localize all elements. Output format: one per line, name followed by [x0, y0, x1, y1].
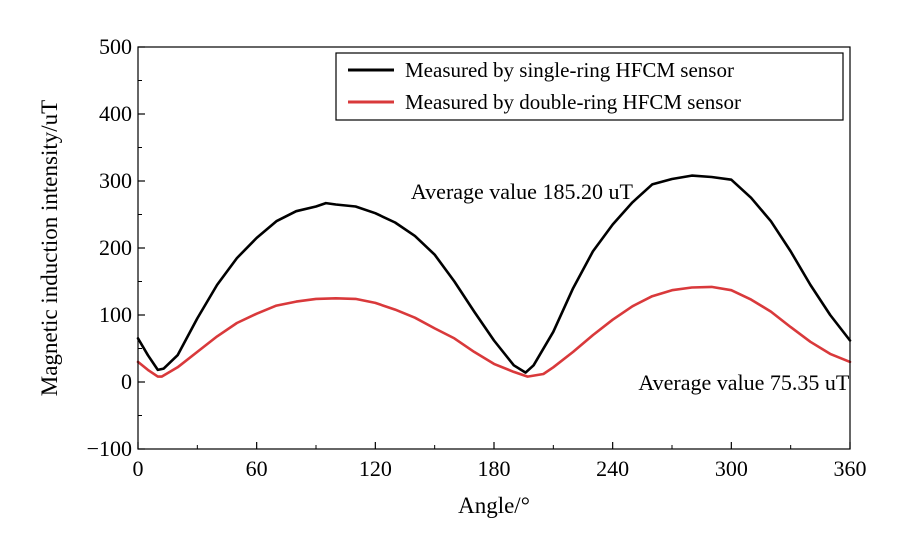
y-tick-label: −100	[87, 436, 132, 461]
x-tick-label: 240	[596, 456, 629, 481]
series-line-single-ring	[136, 174, 852, 374]
annotation-layer: Average value 185.20 uT Average value 75.…	[411, 179, 850, 395]
y-tick-label: 100	[99, 302, 132, 327]
y-tick-label: 200	[99, 235, 132, 260]
x-tick-label: 180	[478, 456, 511, 481]
series-line-double-ring	[136, 285, 852, 378]
legend-label-double-ring: Measured by double-ring HFCM sensor	[405, 90, 741, 114]
legend-label-single-ring: Measured by single-ring HFCM sensor	[405, 58, 734, 82]
y-tick-label: 400	[99, 101, 132, 126]
legend: Measured by single-ring HFCM sensor Meas…	[335, 52, 844, 121]
y-tick-label: 500	[99, 34, 132, 59]
x-tick-label: 360	[834, 456, 867, 481]
average-value-annotation: Average value 185.20 uT	[411, 179, 634, 204]
x-tick-label: 0	[133, 456, 144, 481]
x-tick-label: 60	[246, 456, 268, 481]
x-tick-label: 300	[715, 456, 748, 481]
x-tick-label: 120	[359, 456, 392, 481]
y-tick-label: 300	[99, 168, 132, 193]
series-layer	[136, 174, 852, 378]
x-axis-title: Angle/°	[458, 493, 530, 518]
y-axis-title: Magnetic induction intensity/uT	[37, 100, 62, 396]
legend-box	[335, 52, 844, 121]
y-tick-label: 0	[121, 369, 132, 394]
plot-frame	[137, 46, 851, 450]
average-value-annotation: Average value 75.35 uT	[638, 370, 850, 395]
